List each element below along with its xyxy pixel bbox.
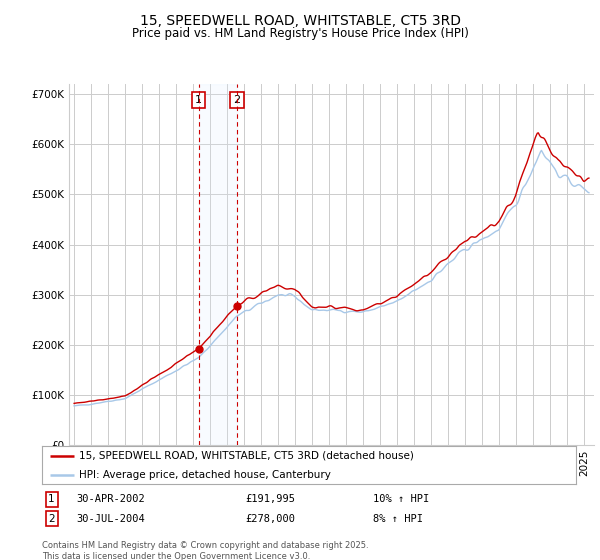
Text: 1: 1	[195, 95, 202, 105]
Text: 15, SPEEDWELL ROAD, WHITSTABLE, CT5 3RD: 15, SPEEDWELL ROAD, WHITSTABLE, CT5 3RD	[139, 14, 461, 28]
Text: HPI: Average price, detached house, Canterbury: HPI: Average price, detached house, Cant…	[79, 470, 331, 480]
Bar	[199, 84, 237, 445]
Text: 2: 2	[233, 95, 241, 105]
Text: 1: 1	[48, 494, 55, 505]
Text: £278,000: £278,000	[245, 514, 295, 524]
Text: 30-JUL-2004: 30-JUL-2004	[77, 514, 145, 524]
Text: £191,995: £191,995	[245, 494, 295, 505]
Text: 2: 2	[48, 514, 55, 524]
Text: Price paid vs. HM Land Registry's House Price Index (HPI): Price paid vs. HM Land Registry's House …	[131, 27, 469, 40]
Text: 8% ↑ HPI: 8% ↑ HPI	[373, 514, 423, 524]
Text: 10% ↑ HPI: 10% ↑ HPI	[373, 494, 430, 505]
Text: 15, SPEEDWELL ROAD, WHITSTABLE, CT5 3RD (detached house): 15, SPEEDWELL ROAD, WHITSTABLE, CT5 3RD …	[79, 451, 414, 461]
Text: Contains HM Land Registry data © Crown copyright and database right 2025.
This d: Contains HM Land Registry data © Crown c…	[42, 542, 368, 560]
Text: 30-APR-2002: 30-APR-2002	[77, 494, 145, 505]
